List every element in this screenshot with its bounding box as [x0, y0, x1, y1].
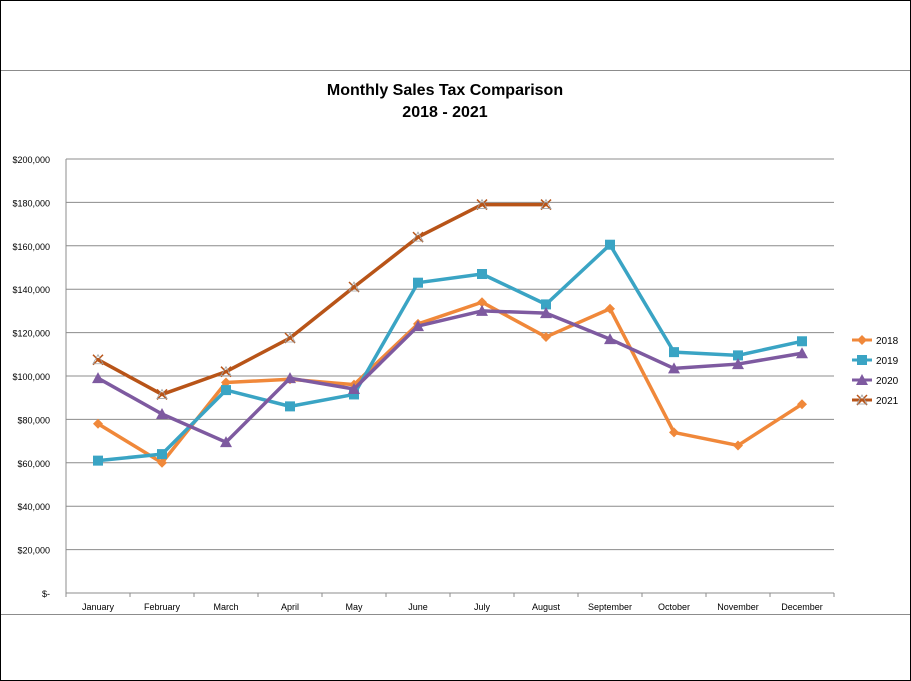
data-point-2020: [92, 372, 104, 384]
data-point-2020: [220, 436, 232, 448]
x-tick-label: May: [345, 602, 363, 612]
series-line-2018: [96, 300, 804, 465]
data-point-2019: [221, 385, 231, 396]
data-point-2021: [284, 332, 296, 344]
y-tick-label: $60,000: [17, 459, 50, 469]
chart-title: Monthly Sales Tax Comparison: [326, 82, 564, 99]
data-point-2020: [732, 358, 744, 370]
data-point-2018: [93, 418, 103, 429]
data-point-2020: [796, 347, 808, 359]
data-point-2020: [540, 307, 552, 319]
series-line-2019: [96, 242, 804, 463]
data-point-2019: [605, 239, 615, 250]
data-point-2019: [413, 277, 423, 288]
data-point-2020: [412, 320, 424, 332]
x-tick-label: February: [144, 602, 181, 612]
data-point-2019: [93, 455, 103, 466]
x-tick-label: April: [281, 602, 299, 612]
y-tick-label: $-: [42, 589, 50, 599]
data-point-2020: [156, 407, 168, 419]
data-point-2019: [669, 347, 679, 358]
y-tick-label: $140,000: [12, 285, 50, 295]
x-tick-label: January: [82, 602, 115, 612]
data-point-2018: [221, 377, 231, 388]
data-point-2019: [797, 336, 807, 347]
top-divider: [1, 70, 910, 71]
chart-title-block: Monthly Sales Tax Comparison 2018 - 2021: [0, 80, 890, 124]
data-point-2019: [285, 401, 295, 412]
y-tick-label: $180,000: [12, 198, 50, 208]
y-tick-label: $200,000: [12, 155, 50, 165]
data-point-2019: [349, 389, 359, 400]
x-tick-label: September: [588, 602, 632, 612]
x-tick-label: July: [474, 602, 491, 612]
x-tick-label: October: [658, 602, 690, 612]
data-point-2018: [605, 303, 615, 314]
data-point-2021: [412, 231, 424, 243]
data-point-2019: [541, 299, 551, 310]
data-point-2018: [157, 457, 167, 468]
legend-label-2020: 2020: [876, 376, 899, 387]
legend-label-2018: 2018: [876, 336, 899, 347]
data-point-2020: [604, 333, 616, 345]
x-tick-label: August: [532, 602, 561, 612]
data-point-2021: [476, 198, 488, 211]
legend-marker-2019: [857, 355, 867, 365]
y-tick-label: $40,000: [17, 502, 50, 512]
data-point-2018: [477, 297, 487, 308]
x-tick-label: November: [717, 602, 759, 612]
data-point-2020: [476, 304, 488, 316]
data-point-2020: [284, 372, 296, 384]
chart-subtitle: 2018 - 2021: [402, 104, 488, 121]
x-tick-label: March: [213, 602, 238, 612]
data-point-2021: [220, 365, 232, 378]
data-point-2020: [668, 362, 680, 374]
legend-marker-2020: [856, 374, 868, 385]
data-point-2019: [477, 269, 487, 280]
data-point-2021: [92, 353, 104, 366]
y-tick-label: $160,000: [12, 242, 50, 252]
series-line-2021: [96, 202, 548, 397]
y-tick-label: $120,000: [12, 329, 50, 339]
legend-label-2021: 2021: [876, 396, 899, 407]
x-tick-label: December: [781, 602, 823, 612]
legend-label-2019: 2019: [876, 356, 899, 367]
data-point-2018: [797, 399, 807, 410]
legend-marker-2021: [856, 394, 868, 406]
series-line-2020: [96, 309, 804, 444]
bottom-divider: [1, 614, 910, 615]
data-point-2019: [157, 449, 167, 460]
data-point-2020: [348, 383, 360, 395]
data-point-2021: [348, 281, 360, 293]
data-point-2021: [156, 388, 168, 400]
y-tick-label: $80,000: [17, 415, 50, 425]
data-point-2019: [733, 350, 743, 361]
legend-marker-2018: [857, 335, 867, 345]
y-tick-label: $100,000: [12, 372, 50, 382]
data-point-2018: [733, 440, 743, 451]
y-tick-label: $20,000: [17, 546, 50, 556]
data-point-2021: [540, 198, 552, 211]
data-point-2018: [669, 427, 679, 438]
data-point-2018: [541, 331, 551, 342]
x-tick-label: June: [408, 602, 428, 612]
